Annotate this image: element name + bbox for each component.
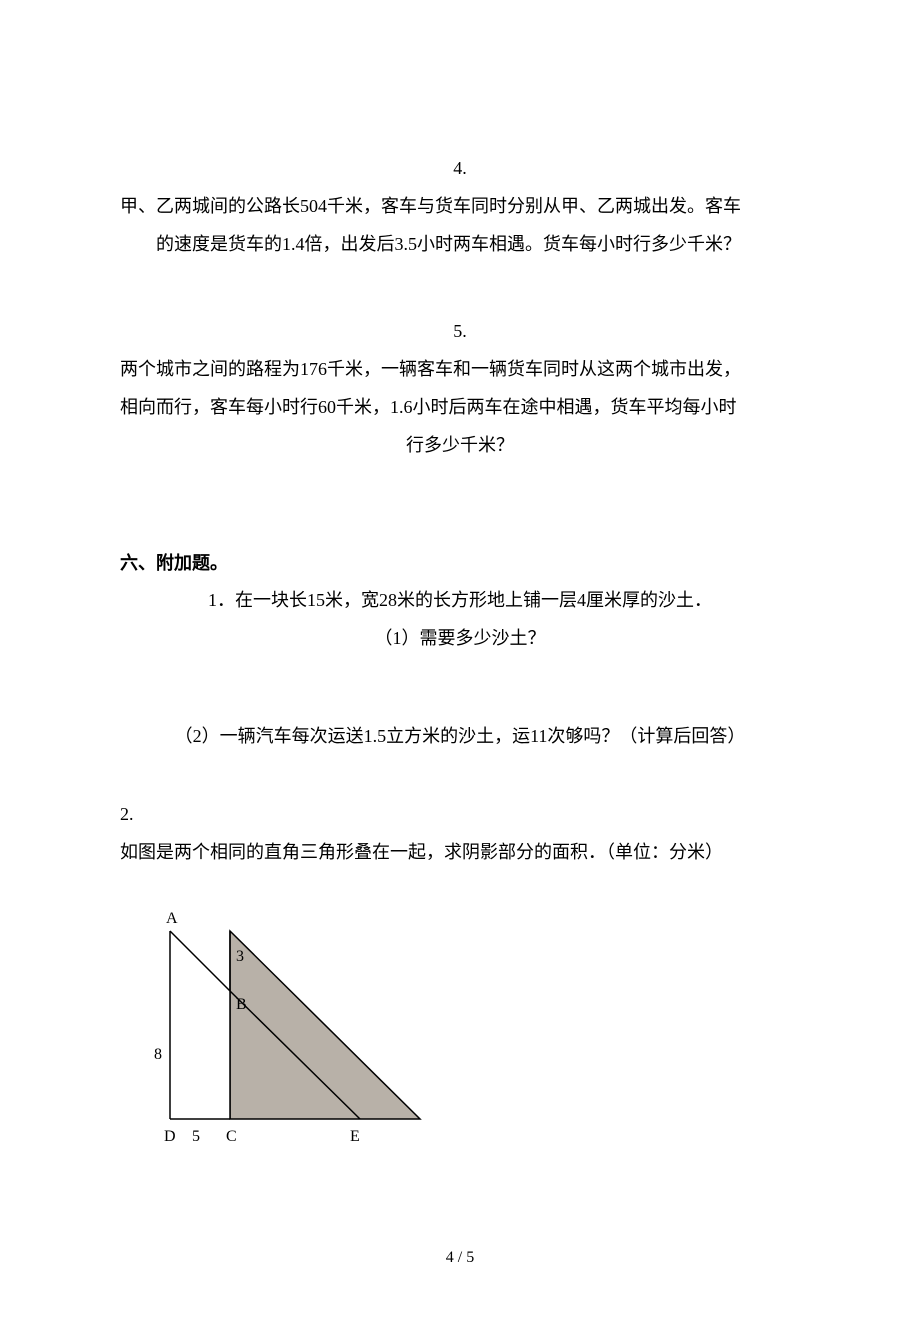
triangle-diagram: A 3 B 8 D 5 C E [140, 891, 800, 1151]
label-C: C [226, 1128, 237, 1145]
q5-number: 5. [120, 313, 800, 351]
q5-line1: 两个城市之间的路程为176千米，一辆客车和一辆货车同时从这两个城市出发， [120, 351, 800, 389]
label-E: E [350, 1128, 360, 1145]
s6-q2-line1: 如图是两个相同的直角三角形叠在一起，求阴影部分的面积．（单位：分米） [120, 834, 800, 872]
label-5: 5 [192, 1128, 200, 1145]
s6-q1-sub1: （1）需要多少沙土？ [120, 620, 800, 658]
s6-q1-line1: 1．在一块长15米，宽28米的长方形地上铺一层4厘米厚的沙土． [120, 582, 800, 620]
section6-title: 六、附加题。 [120, 545, 800, 583]
label-3: 3 [236, 948, 244, 965]
q4-line2: 的速度是货车的1.4倍，出发后3.5小时两车相遇。货车每小时行多少千米？ [120, 226, 800, 264]
label-A: A [166, 910, 178, 927]
label-D: D [164, 1128, 176, 1145]
s6-q1-sub2: （2）一辆汽车每次运送1.5立方米的沙土，运11次够吗？（计算后回答） [120, 718, 800, 756]
q5-line3: 行多少千米？ [120, 427, 800, 465]
q4-line1: 甲、乙两城间的公路长504千米，客车与货车同时分别从甲、乙两城出发。客车 [120, 188, 800, 226]
label-B: B [236, 996, 247, 1013]
q4-number: 4. [120, 150, 800, 188]
page-footer: 4 / 5 [120, 1241, 800, 1275]
q5-line2: 相向而行，客车每小时行60千米，1.6小时后两车在途中相遇，货车平均每小时 [120, 389, 800, 427]
page-content: 4. 甲、乙两城间的公路长504千米，客车与货车同时分别从甲、乙两城出发。客车 … [0, 0, 920, 1335]
label-8: 8 [154, 1046, 162, 1063]
s6-q2-num: 2. [120, 796, 800, 834]
